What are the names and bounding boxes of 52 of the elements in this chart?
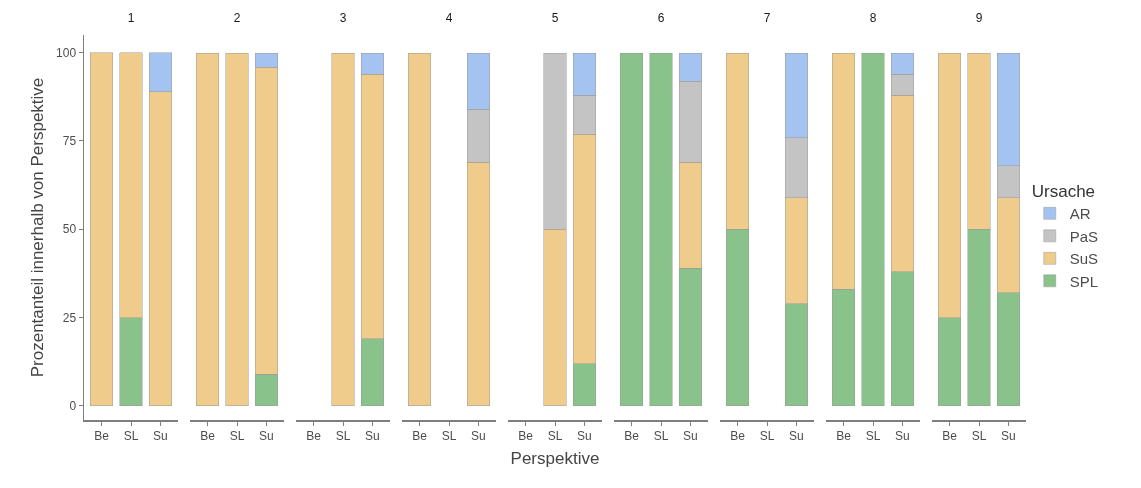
x-tick-label: Be <box>200 428 216 443</box>
x-tick-label: Su <box>365 428 380 443</box>
x-tick-label: Su <box>471 428 486 443</box>
x-tick-label: Be <box>518 428 534 443</box>
x-tick-label: SL <box>865 428 881 443</box>
x-tick-label: SL <box>653 428 669 443</box>
chart-title: 4 <box>445 11 453 26</box>
x-tick-label: Su <box>683 428 698 443</box>
x-tick-label: Be <box>942 428 958 443</box>
chart-title: 2 <box>233 11 241 26</box>
y-tick-label: 75 <box>62 134 77 149</box>
x-tick-label: Su <box>1001 428 1016 443</box>
chart-title: 1 <box>127 11 135 26</box>
x-tick-label: Be <box>306 428 322 443</box>
x-tick-label: Su <box>895 428 910 443</box>
x-tick-label: SL <box>547 428 563 443</box>
legend-label: PaS <box>1069 227 1099 245</box>
x-tick-label: SL <box>971 428 987 443</box>
legend-title: Ursache <box>1031 182 1096 202</box>
bar <box>620 53 644 407</box>
chart-title: 3 <box>339 11 347 26</box>
y-tick-label: 0 <box>69 399 77 414</box>
y-axis-title: Prozentanteil innerhalb von Perspektive <box>27 77 47 378</box>
legend-label: SuS <box>1069 250 1099 268</box>
y-tick-label: 100 <box>56 45 77 60</box>
bar <box>90 52 114 407</box>
y-tick-label: 25 <box>62 310 77 325</box>
x-tick-label: Be <box>94 428 110 443</box>
x-tick-label: Su <box>577 428 592 443</box>
x-tick-label: SL <box>441 428 457 443</box>
x-tick-label: Be <box>836 428 852 443</box>
x-tick-label: SL <box>335 428 351 443</box>
x-tick-label: SL <box>229 428 245 443</box>
x-tick-label: Be <box>730 428 746 443</box>
chart-title: 5 <box>551 11 559 26</box>
chart-title: 7 <box>763 11 771 26</box>
chart-title: 9 <box>975 11 983 26</box>
x-tick-label: SL <box>759 428 775 443</box>
x-axis-title: Perspektive <box>510 449 600 469</box>
bar <box>649 53 673 407</box>
x-tick-label: Be <box>412 428 428 443</box>
x-tick-label: Be <box>624 428 640 443</box>
legend-label: SPL <box>1069 272 1099 290</box>
x-tick-label: Su <box>789 428 804 443</box>
bar <box>861 53 885 407</box>
x-tick-label: Su <box>153 428 168 443</box>
legend-label: AR <box>1069 205 1091 223</box>
x-tick-label: Su <box>259 428 274 443</box>
x-tick-label: SL <box>123 428 139 443</box>
chart-title: 6 <box>657 11 665 26</box>
y-tick-label: 50 <box>62 222 77 237</box>
chart-title: 8 <box>869 11 877 26</box>
